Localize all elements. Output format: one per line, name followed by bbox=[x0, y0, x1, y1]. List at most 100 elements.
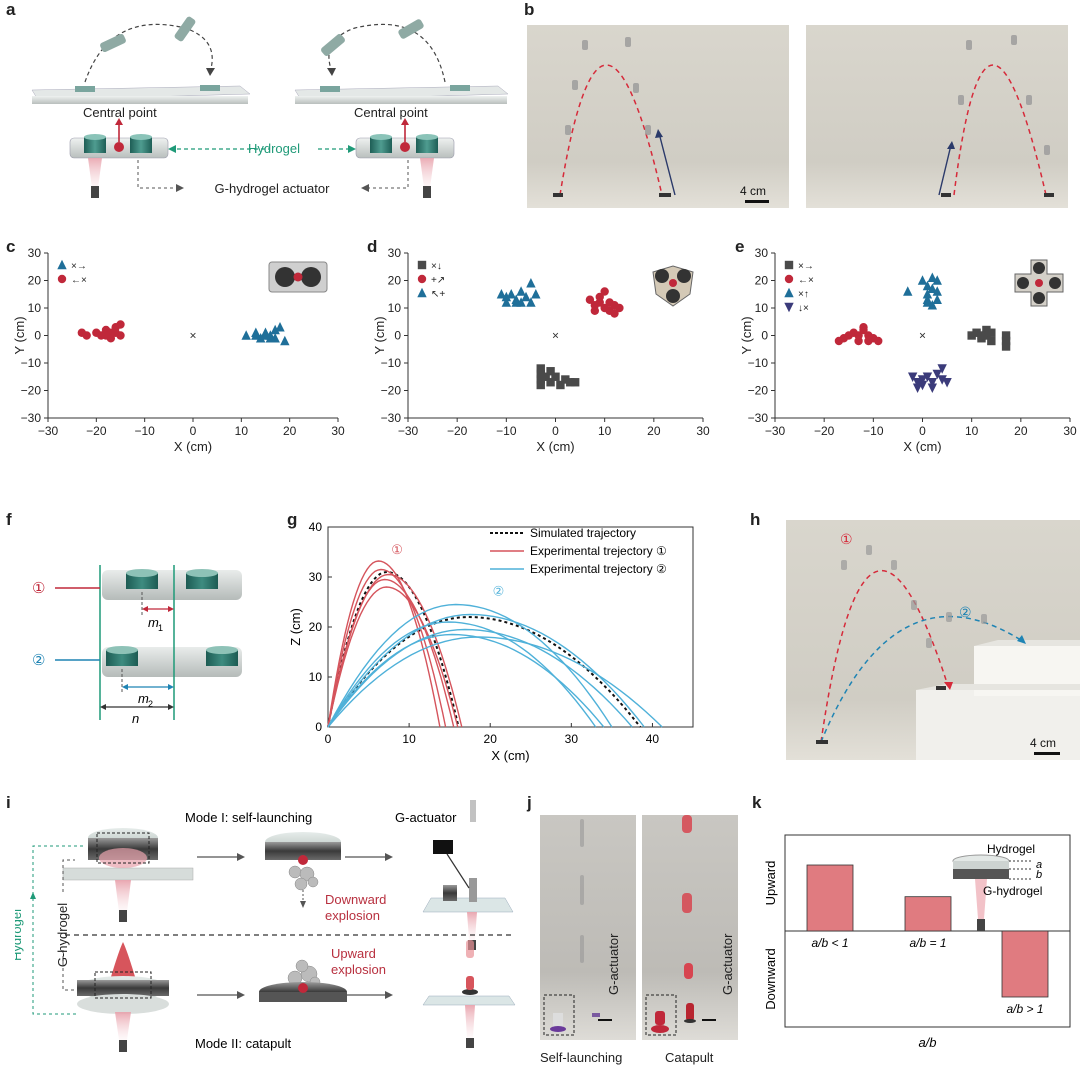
data-point bbox=[987, 328, 996, 337]
data-point bbox=[595, 298, 604, 307]
panel-label-i: i bbox=[6, 793, 11, 812]
bar bbox=[1001, 930, 1049, 998]
x-tick-label: −10 bbox=[496, 424, 517, 438]
data-point bbox=[922, 372, 933, 382]
series-square bbox=[967, 325, 1011, 351]
right-actuator-diagram bbox=[355, 118, 455, 198]
x-tick-label: 30 bbox=[1063, 424, 1077, 438]
panel-b-scale-bar bbox=[745, 200, 769, 203]
trajectory-line bbox=[327, 570, 460, 728]
x-tick-label: −30 bbox=[38, 424, 59, 438]
x-tick-label: 20 bbox=[283, 424, 297, 438]
data-point bbox=[570, 378, 580, 387]
data-point bbox=[972, 328, 981, 337]
panel-label-k: k bbox=[752, 793, 762, 812]
y-tick-label: −30 bbox=[21, 411, 42, 425]
panel-label-f: f bbox=[6, 510, 12, 529]
data-point bbox=[561, 375, 570, 384]
g-hydrogel-layer bbox=[953, 869, 1009, 879]
data-point bbox=[501, 291, 512, 302]
annotation-2: ② bbox=[493, 584, 505, 599]
x-tick-label: 10 bbox=[235, 424, 249, 438]
data-point bbox=[922, 289, 933, 299]
panel-label-c: c bbox=[6, 237, 16, 256]
data-point bbox=[932, 369, 942, 380]
data-point bbox=[270, 324, 280, 335]
data-point bbox=[556, 380, 565, 390]
mode1-explosion-device bbox=[265, 832, 341, 908]
mode1-start-device bbox=[62, 828, 194, 922]
k-a-label: a bbox=[1036, 859, 1042, 871]
panel-f-mark-2: ② bbox=[32, 652, 45, 669]
legend-marker bbox=[784, 260, 794, 270]
bar bbox=[806, 864, 854, 932]
x-tick-label: 20 bbox=[484, 732, 498, 746]
data-point bbox=[922, 297, 933, 307]
x-tick-label: −30 bbox=[765, 424, 786, 438]
mode2-start-device bbox=[77, 942, 169, 1052]
n-label: n bbox=[132, 711, 139, 726]
trajectory-line bbox=[327, 560, 441, 728]
y-tick-label: −30 bbox=[748, 411, 769, 425]
data-point bbox=[585, 295, 595, 304]
hydrogel-label: Hydrogel bbox=[248, 141, 300, 156]
self-launching-label: Self-launching bbox=[540, 1050, 623, 1065]
catapult-label: Catapult bbox=[665, 1050, 714, 1065]
data-point bbox=[932, 294, 942, 304]
panel-i-diagram: Hydrogel G-hydrogel Mode I: self-launchi… bbox=[15, 800, 516, 1052]
y-tick-label: 20 bbox=[388, 274, 402, 288]
y-tick-label: −20 bbox=[21, 384, 42, 398]
panel-h-trajectory: ① ② bbox=[816, 531, 1080, 760]
panel-b-photo-left bbox=[527, 25, 789, 208]
laser-source bbox=[977, 919, 985, 931]
data-point bbox=[265, 333, 276, 343]
m1-label: m bbox=[148, 615, 159, 630]
central-point-label-left: Central point bbox=[83, 105, 157, 120]
x-tick-label: −20 bbox=[814, 424, 835, 438]
data-point bbox=[241, 330, 251, 340]
y-tick-label: 10 bbox=[388, 301, 402, 315]
data-point bbox=[917, 380, 928, 391]
legend-label: ←× bbox=[798, 275, 814, 286]
data-point bbox=[927, 300, 938, 310]
panel-f-diagram: ① ② m 1 m 2 n bbox=[32, 565, 242, 726]
legend-label: ×↑ bbox=[798, 289, 809, 300]
upward-label: Upward bbox=[331, 946, 376, 961]
series-triangle-down bbox=[907, 364, 952, 393]
annotation-1: ① bbox=[391, 542, 403, 557]
data-point bbox=[531, 289, 541, 299]
data-point bbox=[551, 372, 560, 381]
y-tick-label: 30 bbox=[388, 246, 402, 260]
y-tick-label: −20 bbox=[381, 384, 402, 398]
panel-i-hydrogel-label: Hydrogel bbox=[15, 909, 24, 961]
data-point bbox=[516, 286, 526, 296]
data-point bbox=[506, 289, 516, 299]
data-point bbox=[912, 378, 923, 388]
panel-d-inset bbox=[652, 265, 694, 307]
y-tick-label: 10 bbox=[309, 670, 323, 684]
chart-g: 0 10 20 30 40 40 30 20 10 0 X (cm) Z (cm) Simulated … bbox=[290, 520, 694, 763]
downward-axis-label: Downward bbox=[763, 948, 778, 1009]
trajectory-line bbox=[327, 628, 633, 728]
legend-marker bbox=[784, 302, 794, 313]
x-tick-label: −30 bbox=[398, 424, 419, 438]
panel-label-h: h bbox=[750, 510, 761, 529]
data-point bbox=[615, 303, 624, 313]
panel-j-left-frames bbox=[543, 819, 612, 1036]
actuator-label: G-hydrogel actuator bbox=[215, 181, 331, 196]
data-point bbox=[590, 306, 600, 315]
panel-b-scale-label: 4 cm bbox=[740, 184, 767, 198]
y-tick-label: −10 bbox=[748, 356, 769, 370]
data-point bbox=[982, 325, 991, 335]
panel-i-g-hydrogel-label: G-hydrogel bbox=[55, 903, 70, 967]
downward-label: Downward bbox=[325, 892, 386, 907]
panel-h-mark-2: ② bbox=[959, 604, 972, 620]
chart-k: a/b < 1 a/b = 1 a/b > 1 a/b Upward Downward Hy… bbox=[763, 834, 1071, 1050]
bar-category-label: a/b < 1 bbox=[811, 936, 848, 950]
x-tick-label: 0 bbox=[552, 424, 559, 438]
x-tick-label: 0 bbox=[325, 732, 332, 746]
hydrogel-side bbox=[953, 861, 1009, 869]
data-point bbox=[927, 272, 938, 282]
y-tick-label: 0 bbox=[761, 329, 768, 343]
legend-label: ↖+ bbox=[431, 289, 445, 300]
